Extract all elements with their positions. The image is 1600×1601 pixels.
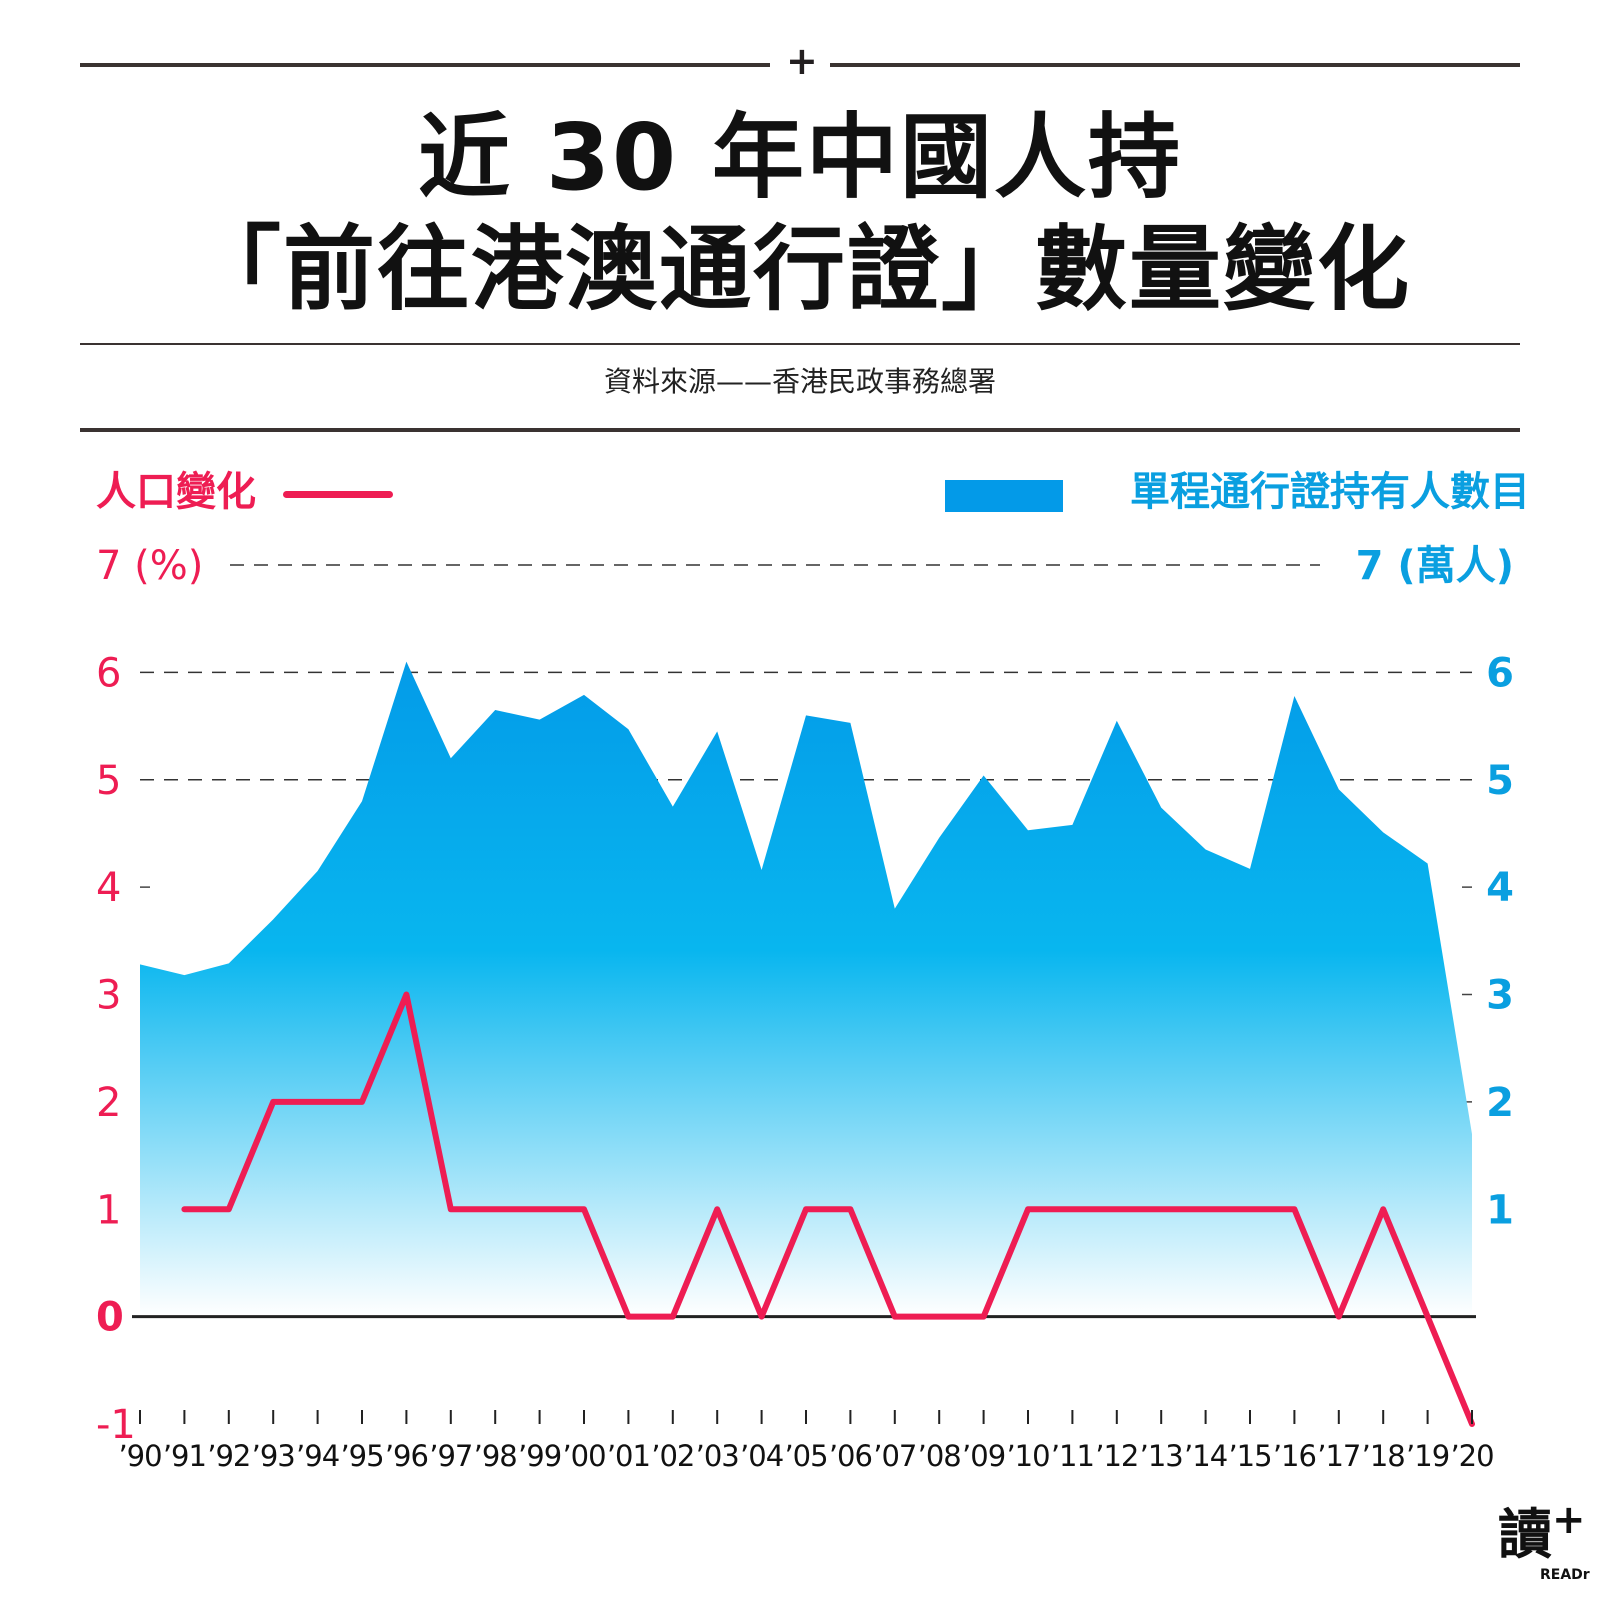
x-tick-label: ’03 (696, 1439, 739, 1473)
area-series-permit-holders (140, 661, 1472, 1317)
right-axis: 1 2 3 4 5 6 7 (萬人) (1356, 543, 1514, 1233)
readr-logo-text: READr (1540, 1567, 1590, 1583)
x-tick-label: ’06 (829, 1439, 872, 1473)
x-tick-label: ’00 (562, 1439, 605, 1473)
x-tick-label: ’07 (873, 1439, 916, 1473)
x-tick-label: ’10 (1006, 1439, 1049, 1473)
x-tick-label: ’90 (118, 1439, 161, 1473)
plus-icon: + (786, 39, 818, 83)
left-tick-label: 2 (96, 1080, 121, 1126)
x-tick-label: ’99 (518, 1439, 561, 1473)
x-tick-label: ’93 (252, 1439, 295, 1473)
x-axis: ’90’91’92’93’94’95’96’97’98’99’00’01’02’… (118, 1410, 1495, 1473)
x-tick-label: ’13 (1140, 1439, 1183, 1473)
right-tick-label: 1 (1486, 1187, 1514, 1233)
top-rule-right (830, 63, 1520, 67)
x-tick-label: ’02 (651, 1439, 694, 1473)
right-tick-label: 3 (1486, 973, 1514, 1019)
left-tick-label: 5 (96, 758, 121, 804)
x-tick-label: ’11 (1051, 1439, 1094, 1473)
x-tick-label: ’19 (1406, 1439, 1449, 1473)
left-tick-label: 1 (96, 1187, 121, 1233)
readr-logo-plus: + (1552, 1497, 1586, 1543)
x-tick-label: ’94 (296, 1439, 339, 1473)
x-tick-label: ’12 (1095, 1439, 1138, 1473)
left-tick-label: 6 (96, 650, 121, 696)
x-tick-label: ’09 (962, 1439, 1005, 1473)
x-tick-label: ’04 (740, 1439, 783, 1473)
readr-logo: 讀 (1498, 1503, 1552, 1566)
right-tick-label: 6 (1486, 650, 1514, 696)
left-tick-label: 7 (%) (96, 543, 203, 589)
left-tick-label: 3 (96, 973, 121, 1019)
left-axis: -1 0 1 2 3 4 5 6 7 (%) (96, 543, 203, 1448)
source-note: 資料來源——香港民政事務總署 (603, 365, 996, 398)
x-tick-label: ’15 (1228, 1439, 1271, 1473)
x-tick-label: ’08 (918, 1439, 961, 1473)
area-layer (140, 661, 1472, 1317)
line-series-population-change (181, 991, 1475, 1427)
x-tick-label: ’01 (607, 1439, 650, 1473)
legend-permit-holders: 單程通行證持有人數目 (1130, 469, 1530, 515)
source-rule (80, 428, 1520, 432)
x-tick-label: ’05 (784, 1439, 827, 1473)
legend-population-change: 人口變化 (96, 469, 256, 515)
x-tick-label: ’18 (1362, 1439, 1405, 1473)
title-line-1: 近 30 年中國人持 (417, 104, 1183, 211)
x-tick-label: ’95 (340, 1439, 383, 1473)
x-tick-label: ’92 (207, 1439, 250, 1473)
left-tick-label: 4 (96, 865, 121, 911)
legend-line-swatch (283, 491, 393, 498)
x-tick-label: ’91 (163, 1439, 206, 1473)
right-tick-label: 2 (1486, 1080, 1514, 1126)
x-tick-label: ’16 (1273, 1439, 1316, 1473)
x-tick-label: ’98 (474, 1439, 517, 1473)
left-tick-label: -1 (96, 1402, 136, 1448)
x-tick-label: ’97 (429, 1439, 472, 1473)
x-tick-label: ’20 (1450, 1439, 1493, 1473)
right-tick-label: 7 (萬人) (1356, 543, 1514, 589)
x-tick-label: ’96 (385, 1439, 428, 1473)
title-line-2: 「前往港澳通行證」數量變化 (188, 216, 1411, 323)
x-tick-label: ’14 (1184, 1439, 1227, 1473)
top-rule-left (80, 63, 770, 67)
line-layer (181, 991, 1475, 1427)
left-tick-label: 0 (96, 1295, 124, 1341)
title-rule (80, 343, 1520, 345)
right-tick-label: 5 (1486, 758, 1514, 804)
x-tick-label: ’17 (1317, 1439, 1360, 1473)
legend-area-swatch (945, 480, 1063, 512)
right-tick-label: 4 (1486, 865, 1514, 911)
